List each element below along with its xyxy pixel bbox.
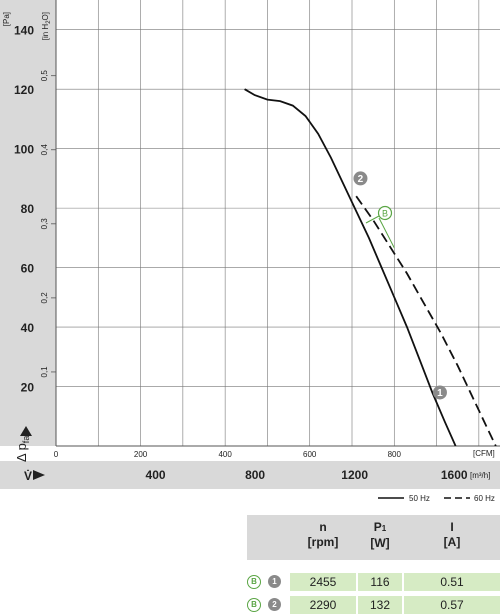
y-tick-label-pa: 40 — [21, 321, 35, 335]
y-tick-label-pa: 80 — [21, 202, 35, 216]
cell-i: 0.51 — [404, 573, 500, 591]
annotations: 2 1 B — [353, 171, 447, 400]
col-header-n-unit: [rpm] — [307, 535, 339, 549]
y-tick-label-pa: 100 — [14, 143, 34, 157]
x-tick-label-cfm: 800 — [388, 450, 402, 459]
variant-annotation-badge — [377, 205, 393, 221]
col-header-p1-label: P1 — [373, 520, 387, 534]
cell-n: 2455 — [290, 573, 356, 591]
x-axis-arrow-icon — [33, 470, 45, 480]
x-axis-title: V̇ — [24, 468, 32, 483]
operating-point-marker — [432, 385, 447, 400]
x-tick-label-m3h: 1200 — [341, 468, 368, 482]
y-ticks-pa: 20 40 60 80 100 120 140 — [14, 24, 34, 395]
x-tick-label-m3h: 400 — [146, 468, 166, 482]
plot-area — [56, 0, 500, 446]
y-axis-arrow-icon — [20, 426, 32, 436]
table-header — [247, 515, 500, 560]
y-axis-panel — [0, 0, 56, 461]
operating-point-label: 2 — [358, 174, 364, 185]
y-axis-title: Δ pfa — [14, 436, 31, 462]
col-header-n: n [rpm] — [290, 520, 356, 550]
table-row: B 2 2290 132 0.57 — [0, 596, 500, 616]
x-ticks-cfm: 0 200 400 600 800 — [54, 450, 402, 459]
col-header-i: I [A] — [404, 520, 500, 550]
col-header-p1: P1 [W] — [358, 520, 402, 551]
x-tick-label-cfm: 600 — [303, 450, 317, 459]
col-header-i-label: I — [450, 520, 454, 534]
variant-badge: B — [247, 598, 261, 612]
curves — [244, 88, 497, 446]
col-header-i-unit: [A] — [443, 535, 461, 549]
y-tick-label-inh2o: 0,1 — [40, 366, 49, 378]
point-badge: 1 — [268, 575, 281, 588]
m3h-axis-panel — [0, 461, 500, 489]
cell-n: 2290 — [290, 596, 356, 614]
y-tick-label-pa: 60 — [21, 262, 35, 276]
col-header-p1-unit: [W] — [370, 536, 390, 550]
col-header-n-label: n — [319, 520, 327, 534]
y-tick-label-inh2o: 0,5 — [40, 70, 49, 82]
y-units-inh2o: [in H2O] — [41, 12, 52, 40]
point-badge: 2 — [268, 598, 281, 611]
operating-point-marker — [353, 171, 368, 186]
x-units-cfm: [CFM] — [473, 449, 495, 458]
y-units-pa: [Pa] — [2, 12, 11, 26]
y-ticks-inh2o: 0,1 0,2 0,3 0,4 0,5 — [40, 70, 56, 378]
legend-60hz-label: 60 Hz — [474, 494, 495, 503]
y-tick-label-pa: 20 — [21, 381, 35, 395]
x-tick-label-m3h: 800 — [245, 468, 265, 482]
operating-point-label: 1 — [437, 388, 443, 399]
grid-lines — [56, 0, 500, 446]
series-line-50-hz — [244, 88, 457, 446]
x-ticks-m3h: 400 800 1200 1600 — [146, 468, 468, 482]
annotation-leader-2 — [378, 217, 395, 249]
cfm-axis-panel — [0, 446, 500, 461]
x-tick-label-cfm: 0 — [54, 450, 59, 459]
y-tick-label-inh2o: 0,3 — [40, 218, 49, 230]
x-tick-label-cfm: 400 — [218, 450, 232, 459]
variant-badge: B — [247, 575, 261, 589]
y-tick-label-inh2o: 0,2 — [40, 292, 49, 304]
table-row: B 1 2455 116 0.51 — [0, 573, 500, 593]
series-line-60-hz — [355, 195, 497, 446]
annotation-leader-1 — [365, 215, 380, 224]
y-tick-label-pa: 120 — [14, 83, 34, 97]
cell-p1: 116 — [358, 573, 402, 591]
variant-annotation-label: B — [382, 209, 388, 219]
y-tick-label-pa: 140 — [14, 24, 34, 38]
legend-50hz-label: 50 Hz — [409, 494, 430, 503]
cell-p1: 132 — [358, 596, 402, 614]
cell-i: 0.57 — [404, 596, 500, 614]
y-tick-label-inh2o: 0,4 — [40, 144, 49, 156]
x-tick-label-cfm: 200 — [134, 450, 148, 459]
x-units-m3h: [m³/h] — [470, 471, 490, 480]
legend: 50 Hz 60 Hz — [378, 494, 495, 503]
x-tick-label-m3h: 1600 — [441, 468, 468, 482]
